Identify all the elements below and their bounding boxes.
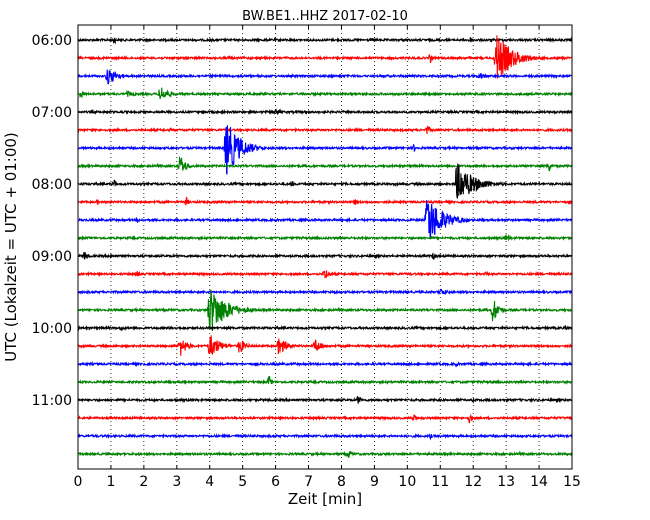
x-tick-label: 4 xyxy=(205,474,214,490)
x-tick-label: 14 xyxy=(530,474,548,490)
trace-0900 xyxy=(77,252,573,260)
trace-0645 xyxy=(77,87,573,100)
trace-1130 xyxy=(77,432,573,441)
x-tick-label: 9 xyxy=(370,474,379,490)
trace-1000 xyxy=(77,324,573,332)
x-tick-label: 10 xyxy=(398,474,416,490)
x-tick-label: 5 xyxy=(238,474,247,490)
trace-0745 xyxy=(77,156,573,172)
x-tick-label: 11 xyxy=(431,474,449,490)
trace-1115 xyxy=(77,413,573,424)
y-tick-label: 07:00 xyxy=(32,105,72,121)
y-tick-label: 08:00 xyxy=(32,177,72,193)
trace-0830 xyxy=(77,200,573,238)
y-tick-label: 06:00 xyxy=(32,33,72,49)
x-tick-label: 6 xyxy=(271,474,280,490)
trace-0815 xyxy=(77,196,573,206)
y-tick-label: 09:00 xyxy=(32,249,72,265)
trace-0945 xyxy=(77,290,573,331)
y-axis-label: UTC (Lokalzeit = UTC + 01:00) xyxy=(2,132,20,362)
x-tick-label: 2 xyxy=(139,474,148,490)
trace-1045 xyxy=(77,375,573,386)
x-axis: 0 1 2 3 4 5 6 7 8 9 10 11 12 13 14 15 xyxy=(74,25,581,490)
plot-frame xyxy=(77,24,573,470)
plot-background xyxy=(78,25,572,469)
trace-0715 xyxy=(77,124,573,134)
y-tick-label: 10:00 xyxy=(32,321,72,337)
x-tick-label: 0 xyxy=(74,474,83,490)
trace-1145 xyxy=(77,450,573,459)
trace-0600 xyxy=(77,36,573,45)
trace-0700 xyxy=(77,108,573,116)
trace-1015 xyxy=(77,335,573,356)
x-tick-label: 1 xyxy=(106,474,115,490)
trace-1030 xyxy=(77,360,573,368)
trace-0930 xyxy=(77,288,573,296)
y-tick-label: 11:00 xyxy=(32,393,72,409)
trace-group xyxy=(77,35,573,459)
x-tick-label: 3 xyxy=(172,474,181,490)
trace-0615 xyxy=(77,35,573,79)
trace-1100 xyxy=(77,396,573,404)
trace-0630 xyxy=(77,69,573,85)
x-tick-label: 13 xyxy=(497,474,515,490)
chart-title: BW.BE1..HHZ 2017-02-10 xyxy=(242,9,408,24)
x-tick-label: 15 xyxy=(563,474,581,490)
x-axis-label: Zeit [min] xyxy=(288,490,362,508)
x-tick-label: 12 xyxy=(464,474,482,490)
x-tick-label: 8 xyxy=(337,474,346,490)
y-axis: 06:00 07:00 08:00 09:00 10:00 11:00 xyxy=(32,33,572,409)
trace-0915 xyxy=(77,270,573,279)
trace-0800 xyxy=(77,163,573,199)
trace-0730 xyxy=(77,125,573,175)
trace-0845 xyxy=(77,234,573,242)
x-tick-label: 7 xyxy=(304,474,313,490)
